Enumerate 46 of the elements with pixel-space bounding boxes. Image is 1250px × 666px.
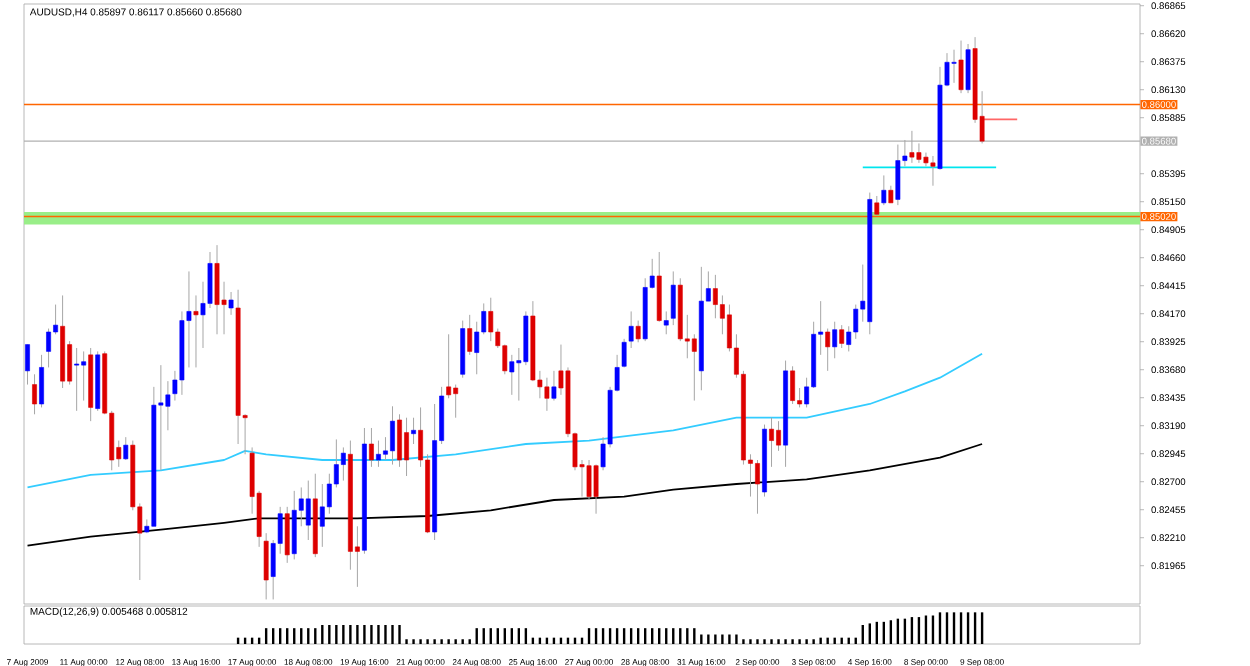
candlestick xyxy=(790,365,795,405)
candlestick xyxy=(460,320,466,379)
candlestick xyxy=(488,297,494,342)
candlestick xyxy=(712,274,718,319)
candlestick xyxy=(193,294,199,368)
candlestick xyxy=(523,310,529,366)
candlestick xyxy=(411,417,416,445)
candlestick xyxy=(467,314,473,356)
candlestick xyxy=(958,40,964,94)
candlestick xyxy=(376,440,381,468)
candlestick xyxy=(755,459,760,515)
candlestick xyxy=(39,354,44,408)
candlestick xyxy=(46,328,51,368)
line-series xyxy=(26,352,983,489)
candlestick xyxy=(74,347,80,412)
candlestick xyxy=(769,417,774,468)
candlestick xyxy=(839,324,845,349)
candlestick xyxy=(340,446,346,482)
candlestick xyxy=(446,333,452,399)
candlestick xyxy=(214,244,220,335)
candlestick xyxy=(544,377,550,412)
candlestick xyxy=(670,270,676,326)
line-series xyxy=(26,443,983,547)
candlestick xyxy=(397,413,402,468)
candlestick xyxy=(305,480,311,541)
candlestick xyxy=(390,405,395,466)
candlestick xyxy=(81,350,87,402)
candlestick xyxy=(369,427,374,468)
candlestick xyxy=(965,43,971,94)
candlestick xyxy=(291,490,297,560)
candlestick xyxy=(32,373,37,415)
candlestick xyxy=(776,420,781,452)
candlestick xyxy=(825,328,831,372)
candlestick xyxy=(635,320,641,343)
candlestick xyxy=(832,321,838,359)
candlestick xyxy=(656,251,662,323)
candlestick xyxy=(284,506,290,564)
candlestick xyxy=(404,417,409,477)
candlestick xyxy=(319,483,325,548)
candlestick xyxy=(509,354,515,396)
candlestick xyxy=(453,384,459,419)
candlestick xyxy=(881,174,887,206)
candlestick xyxy=(691,333,697,402)
candlestick xyxy=(930,155,936,187)
candlestick xyxy=(586,459,592,501)
candlestick xyxy=(951,49,957,84)
